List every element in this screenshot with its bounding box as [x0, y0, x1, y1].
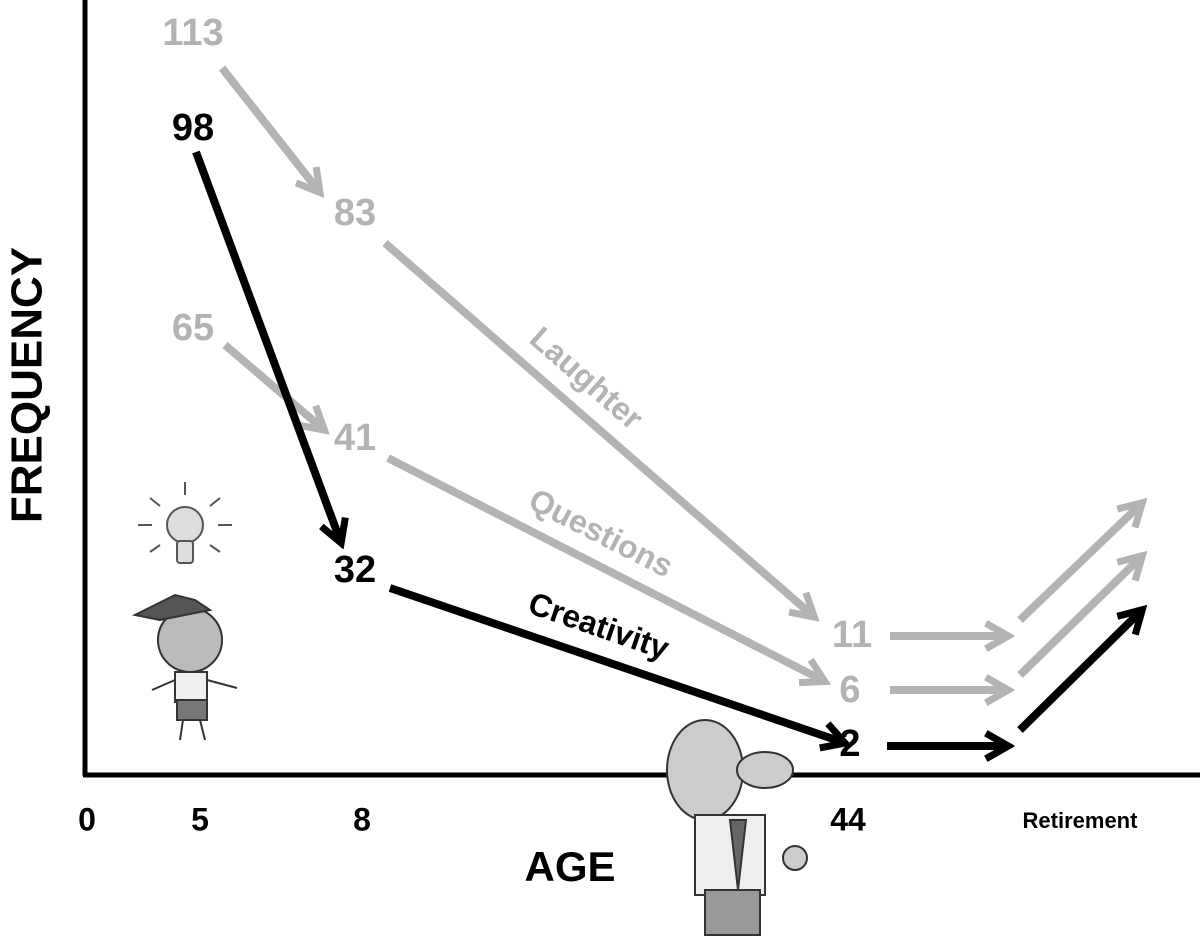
man-illustration [666, 719, 808, 936]
trend-arrow [1017, 612, 1140, 733]
value-label: 6 [839, 669, 860, 711]
y-axis-label: FREQUENCY [3, 247, 52, 523]
value-label: 32 [334, 549, 376, 591]
x-tick-label: Retirement [1023, 808, 1139, 833]
trend-arrow [192, 150, 340, 540]
value-label: 11 [832, 614, 872, 656]
child-illustration [131, 593, 238, 741]
trend-arrow [386, 454, 822, 680]
x-tick-label: 5 [191, 801, 209, 837]
trend-arrow [222, 341, 322, 428]
trend-arrow [382, 239, 812, 615]
trend-arrow [388, 584, 842, 742]
trend-arrow [1017, 505, 1140, 623]
x-tick-label: 0 [78, 801, 96, 837]
x-tick-label: 8 [353, 801, 371, 837]
value-label: 98 [172, 107, 214, 149]
value-label: 2 [839, 723, 860, 765]
trend-arrow [1017, 558, 1140, 678]
x-axis-label: AGE [524, 843, 615, 890]
value-label: 83 [334, 192, 376, 234]
value-label: 113 [162, 12, 223, 54]
x-tick-label: 44 [830, 801, 866, 837]
lightbulb-icon [138, 482, 232, 564]
value-label: 41 [334, 417, 376, 459]
value-label: 65 [172, 307, 214, 349]
trend-arrow [218, 65, 318, 190]
